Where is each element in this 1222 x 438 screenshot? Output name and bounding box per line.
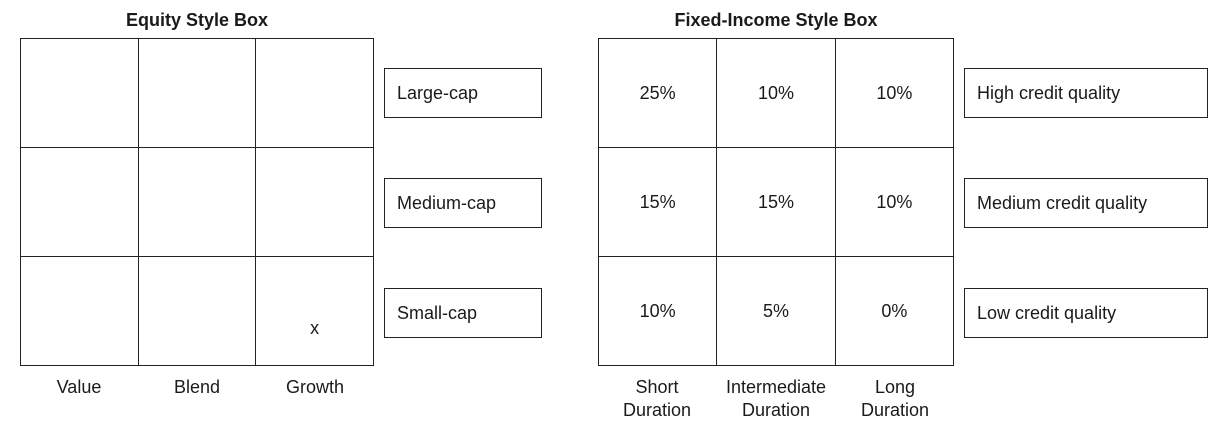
equity-cell-small-value [21,257,139,366]
fi-column-label-long-line1: Long [874,377,916,397]
equity-row-label-small-cap: Small-cap [384,288,542,338]
equity-column-label-growth: Growth [285,377,345,397]
equity-cell-small-blend [138,257,257,366]
fi-column-label-short-line1: Short [635,377,679,397]
equity-grid: x [20,38,374,366]
fi-cell-low-long: 0% [835,257,954,366]
equity-column-label-blend: Blend [173,377,221,397]
equity-cell-small-growth: x [256,257,374,366]
equity-cell-large-growth [256,39,374,148]
fi-column-label-long-line2: Duration [860,400,930,420]
fi-column-label-short-line2: Duration [622,400,692,420]
fi-column-label-intermediate-line1: Intermediate [725,377,827,397]
equity-cell-large-value [21,39,139,148]
equity-column-label-value: Value [56,377,102,397]
fi-row-label-medium-credit: Medium credit quality [964,178,1208,228]
equity-cell-medium-value [21,148,139,257]
fi-cell-medium-intermediate: 15% [717,148,836,257]
fixed-income-grid: 25% 10% 10% 15% 15% 10% 10% 5% 0% [598,38,954,366]
fi-row-label-high-credit: High credit quality [964,68,1208,118]
fi-row-label-low-credit: Low credit quality [964,288,1208,338]
equity-title: Equity Style Box [125,10,269,30]
fixed-income-title: Fixed-Income Style Box [674,10,878,30]
fi-cell-high-short: 25% [599,39,718,148]
fi-cell-low-short: 10% [599,257,718,366]
fi-cell-high-intermediate: 10% [717,39,836,148]
fi-cell-medium-long: 10% [835,148,954,257]
equity-cell-medium-growth [256,148,374,257]
equity-row-label-large-cap: Large-cap [384,68,542,118]
fi-column-label-intermediate-line2: Duration [741,400,811,420]
equity-cell-large-blend [138,39,257,148]
equity-cell-medium-blend [138,148,257,257]
fi-column-label-intermediate: Intermediate Duration [716,376,836,422]
fi-column-label-long: Long Duration [836,376,954,422]
equity-row-label-medium-cap: Medium-cap [384,178,542,228]
fi-cell-low-intermediate: 5% [717,257,836,366]
fi-cell-medium-short: 15% [599,148,718,257]
fi-column-label-short: Short Duration [598,376,716,422]
fi-cell-high-long: 10% [835,39,954,148]
